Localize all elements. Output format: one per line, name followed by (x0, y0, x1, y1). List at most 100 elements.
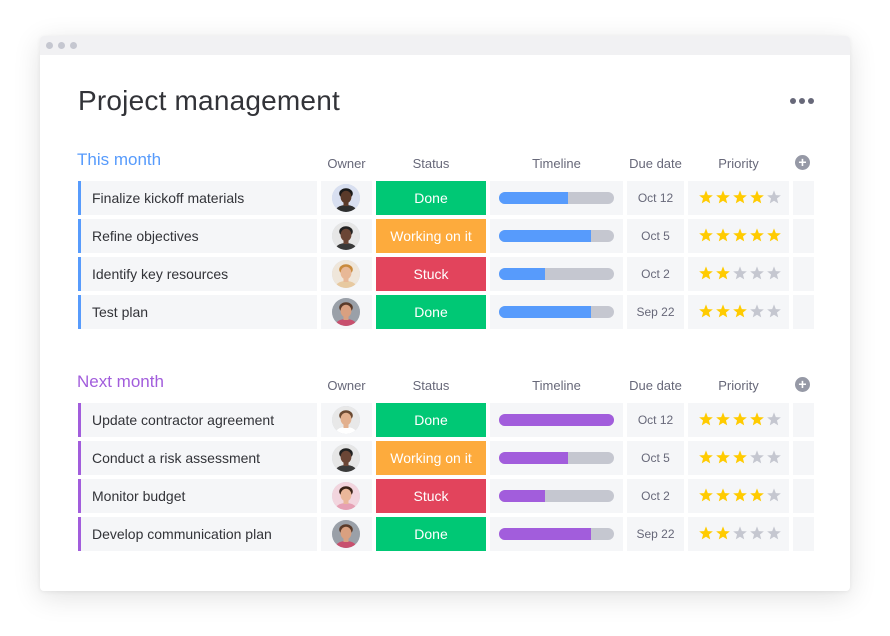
timeline-bar[interactable] (499, 306, 614, 318)
avatar[interactable] (332, 184, 360, 212)
star-icon[interactable] (715, 189, 731, 205)
column-header-owner[interactable]: Owner (327, 156, 366, 171)
due-date[interactable]: Oct 5 (627, 219, 684, 253)
star-icon[interactable] (732, 227, 748, 243)
owner-cell[interactable] (321, 441, 372, 475)
star-icon[interactable] (715, 487, 731, 503)
due-date[interactable]: Oct 2 (627, 479, 684, 513)
item-name-cell[interactable]: Finalize kickoff materials (78, 181, 317, 215)
star-icon[interactable] (766, 189, 782, 205)
table-row[interactable]: Finalize kickoff materials Done Oct 12 (40, 181, 850, 215)
star-icon[interactable] (698, 487, 714, 503)
more-options-icon[interactable] (790, 96, 814, 106)
add-column-icon[interactable]: + (795, 377, 810, 392)
star-icon[interactable] (715, 449, 731, 465)
avatar[interactable] (332, 222, 360, 250)
group-title[interactable]: Next month (77, 372, 164, 391)
item-name[interactable]: Refine objectives (92, 228, 199, 244)
timeline-bar[interactable] (499, 452, 614, 464)
item-name-cell[interactable]: Test plan (78, 295, 317, 329)
priority-rating[interactable] (688, 403, 789, 437)
star-icon[interactable] (766, 411, 782, 427)
star-icon[interactable] (766, 525, 782, 541)
star-icon[interactable] (732, 449, 748, 465)
item-name[interactable]: Develop communication plan (92, 526, 272, 542)
owner-cell[interactable] (321, 257, 372, 291)
star-icon[interactable] (749, 487, 765, 503)
item-name[interactable]: Identify key resources (92, 266, 229, 282)
star-icon[interactable] (749, 525, 765, 541)
star-icon[interactable] (698, 189, 714, 205)
timeline-cell[interactable] (490, 295, 623, 329)
status-badge[interactable]: Working on it (376, 219, 486, 253)
column-header-owner[interactable]: Owner (327, 378, 366, 393)
due-date[interactable]: Oct 2 (627, 257, 684, 291)
avatar[interactable] (332, 406, 360, 434)
due-date[interactable]: Oct 5 (627, 441, 684, 475)
priority-rating[interactable] (688, 479, 789, 513)
star-icon[interactable] (749, 303, 765, 319)
status-badge[interactable]: Working on it (376, 441, 486, 475)
status-badge[interactable]: Stuck (376, 479, 486, 513)
column-header-timeline[interactable]: Timeline (532, 378, 581, 393)
priority-rating[interactable] (688, 295, 789, 329)
star-icon[interactable] (715, 265, 731, 281)
timeline-bar[interactable] (499, 528, 614, 540)
status-badge[interactable]: Stuck (376, 257, 486, 291)
star-icon[interactable] (766, 449, 782, 465)
priority-rating[interactable] (688, 441, 789, 475)
owner-cell[interactable] (321, 219, 372, 253)
due-date[interactable]: Oct 12 (627, 403, 684, 437)
timeline-bar[interactable] (499, 192, 614, 204)
status-badge[interactable]: Done (376, 295, 486, 329)
star-icon[interactable] (698, 227, 714, 243)
star-icon[interactable] (698, 265, 714, 281)
avatar[interactable] (332, 482, 360, 510)
table-row[interactable]: Test plan Done Sep 22 (40, 295, 850, 329)
star-icon[interactable] (715, 303, 731, 319)
star-icon[interactable] (732, 265, 748, 281)
item-name[interactable]: Finalize kickoff materials (92, 190, 245, 206)
table-row[interactable]: Conduct a risk assessment Working on it Oc… (40, 441, 850, 475)
star-icon[interactable] (749, 411, 765, 427)
star-icon[interactable] (766, 487, 782, 503)
avatar[interactable] (332, 260, 360, 288)
owner-cell[interactable] (321, 403, 372, 437)
timeline-bar[interactable] (499, 268, 614, 280)
table-row[interactable]: Refine objectives Working on it Oct 5 (40, 219, 850, 253)
timeline-cell[interactable] (490, 181, 623, 215)
table-row[interactable]: Identify key resources Stuck Oct 2 (40, 257, 850, 291)
timeline-cell[interactable] (490, 441, 623, 475)
timeline-bar[interactable] (499, 414, 614, 426)
avatar[interactable] (332, 520, 360, 548)
item-name-cell[interactable]: Update contractor agreement (78, 403, 317, 437)
star-icon[interactable] (715, 411, 731, 427)
owner-cell[interactable] (321, 479, 372, 513)
star-icon[interactable] (749, 265, 765, 281)
priority-rating[interactable] (688, 517, 789, 551)
item-name-cell[interactable]: Conduct a risk assessment (78, 441, 317, 475)
item-name[interactable]: Test plan (92, 304, 149, 320)
item-name-cell[interactable]: Monitor budget (78, 479, 317, 513)
item-name-cell[interactable]: Refine objectives (78, 219, 317, 253)
star-icon[interactable] (732, 303, 748, 319)
item-name-cell[interactable]: Develop communication plan (78, 517, 317, 551)
add-column-icon[interactable]: + (795, 155, 810, 170)
timeline-cell[interactable] (490, 219, 623, 253)
star-icon[interactable] (715, 227, 731, 243)
table-row[interactable]: Update contractor agreement Done Oct 12 (40, 403, 850, 437)
timeline-cell[interactable] (490, 479, 623, 513)
star-icon[interactable] (766, 265, 782, 281)
owner-cell[interactable] (321, 517, 372, 551)
star-icon[interactable] (698, 525, 714, 541)
timeline-cell[interactable] (490, 517, 623, 551)
item-name[interactable]: Conduct a risk assessment (92, 450, 261, 466)
status-badge[interactable]: Done (376, 181, 486, 215)
owner-cell[interactable] (321, 181, 372, 215)
timeline-cell[interactable] (490, 403, 623, 437)
timeline-bar[interactable] (499, 490, 614, 502)
star-icon[interactable] (698, 411, 714, 427)
due-date[interactable]: Oct 12 (627, 181, 684, 215)
star-icon[interactable] (732, 189, 748, 205)
star-icon[interactable] (749, 189, 765, 205)
